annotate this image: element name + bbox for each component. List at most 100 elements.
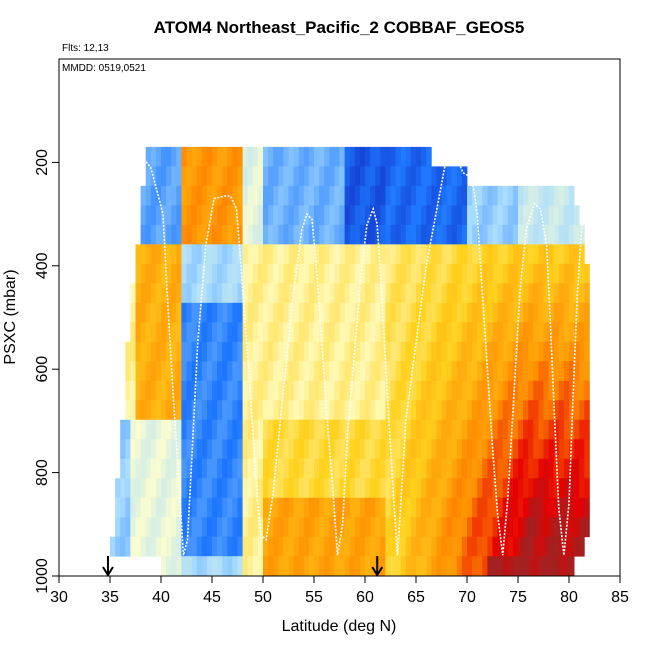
heatmap-cell (410, 361, 417, 382)
heatmap-cell (400, 146, 407, 167)
heatmap-cell (298, 205, 305, 226)
heatmap-cell (268, 439, 274, 460)
heatmap-cell (416, 224, 422, 245)
heatmap-cell (365, 341, 371, 362)
heatmap-cell (497, 380, 504, 401)
heatmap-cell (533, 478, 539, 499)
heatmap-cell (487, 458, 493, 479)
heatmap-cell (303, 497, 310, 518)
heatmap-cell (298, 146, 305, 167)
heatmap-cell (308, 478, 315, 499)
heatmap-cell (395, 458, 402, 479)
heatmap-cell (380, 478, 386, 499)
heatmap-cell (181, 224, 187, 245)
heatmap-cell (196, 341, 203, 362)
heatmap-cell (257, 419, 264, 440)
heatmap-cell (497, 361, 504, 382)
heatmap-cell (492, 497, 498, 518)
heatmap-cell (288, 517, 294, 538)
heatmap-cell (523, 380, 529, 401)
heatmap-cell (191, 283, 198, 304)
heatmap-cell (512, 322, 519, 343)
heatmap-cell (461, 341, 468, 362)
heatmap-cell (370, 380, 376, 401)
heatmap-cell (171, 302, 177, 323)
heatmap-cell (492, 205, 498, 226)
heatmap-cell (212, 556, 218, 577)
heatmap-cell (451, 517, 458, 538)
heatmap-cell (365, 166, 371, 187)
heatmap-cell (579, 322, 585, 343)
heatmap-cell (482, 478, 488, 499)
heatmap-cell (416, 302, 422, 323)
heatmap-cell (186, 302, 192, 323)
heatmap-cell (186, 478, 192, 499)
heatmap-cell (380, 244, 386, 265)
heatmap-cell (237, 146, 243, 167)
heatmap-cell (405, 536, 412, 557)
heatmap-cell (375, 205, 381, 226)
heatmap-cell (201, 478, 208, 499)
heatmap-cell (446, 224, 453, 245)
x-tick-label: 70 (458, 589, 476, 606)
heatmap-cell (334, 244, 340, 265)
heatmap-cell (370, 556, 376, 577)
heatmap-cell (579, 341, 585, 362)
heatmap-cell (314, 361, 320, 382)
heatmap-cell (365, 439, 371, 460)
heatmap-cell (446, 419, 453, 440)
heatmap-cell (252, 478, 259, 499)
heatmap-cell (446, 263, 453, 284)
heatmap-cell (303, 517, 310, 538)
heatmap-cell (451, 380, 458, 401)
heatmap-cell (365, 302, 371, 323)
heatmap-cell (161, 244, 167, 265)
heatmap-cell (400, 205, 407, 226)
heatmap-cell (512, 244, 519, 265)
heatmap-cell (196, 556, 203, 577)
heatmap-cell (145, 361, 152, 382)
heatmap-cell (375, 458, 381, 479)
heatmap-cell (166, 146, 172, 167)
heatmap-cell (380, 419, 386, 440)
heatmap-cell (319, 536, 325, 557)
heatmap-cell (314, 302, 320, 323)
heatmap-cell (329, 302, 335, 323)
heatmap-cell (482, 400, 488, 421)
heatmap-cell (222, 517, 228, 538)
heatmap-cell (385, 419, 391, 440)
heatmap-cell (293, 263, 300, 284)
heatmap-cell (354, 497, 361, 518)
heatmap-cell (492, 400, 498, 421)
heatmap-cell (492, 380, 498, 401)
heatmap-cell (150, 536, 157, 557)
heatmap-cell (288, 556, 294, 577)
heatmap-cell (446, 556, 453, 577)
heatmap-cell (569, 556, 575, 577)
heatmap-cell (257, 244, 264, 265)
heatmap-cell (324, 166, 330, 187)
heatmap-cell (140, 185, 147, 206)
heatmap-cell (456, 517, 463, 538)
heatmap-cell (171, 224, 177, 245)
heatmap-cell (319, 244, 325, 265)
heatmap-cell (538, 185, 544, 206)
heatmap-cell (252, 439, 259, 460)
heatmap-cell (385, 341, 391, 362)
heatmap-cell (502, 244, 509, 265)
heatmap-cell (441, 185, 447, 206)
heatmap-cell (472, 517, 478, 538)
heatmap-cell (217, 400, 223, 421)
heatmap-cell (349, 439, 356, 460)
heatmap-cell (472, 263, 478, 284)
heatmap-cell (319, 380, 325, 401)
heatmap-cell (166, 536, 172, 557)
heatmap-cell (385, 536, 391, 557)
heatmap-cell (365, 146, 371, 167)
heatmap-cell (308, 166, 315, 187)
heatmap-cell (324, 283, 330, 304)
heatmap-cell (196, 517, 203, 538)
heatmap-cell (349, 556, 356, 577)
heatmap-cell (370, 517, 376, 538)
heatmap-cell (196, 166, 203, 187)
